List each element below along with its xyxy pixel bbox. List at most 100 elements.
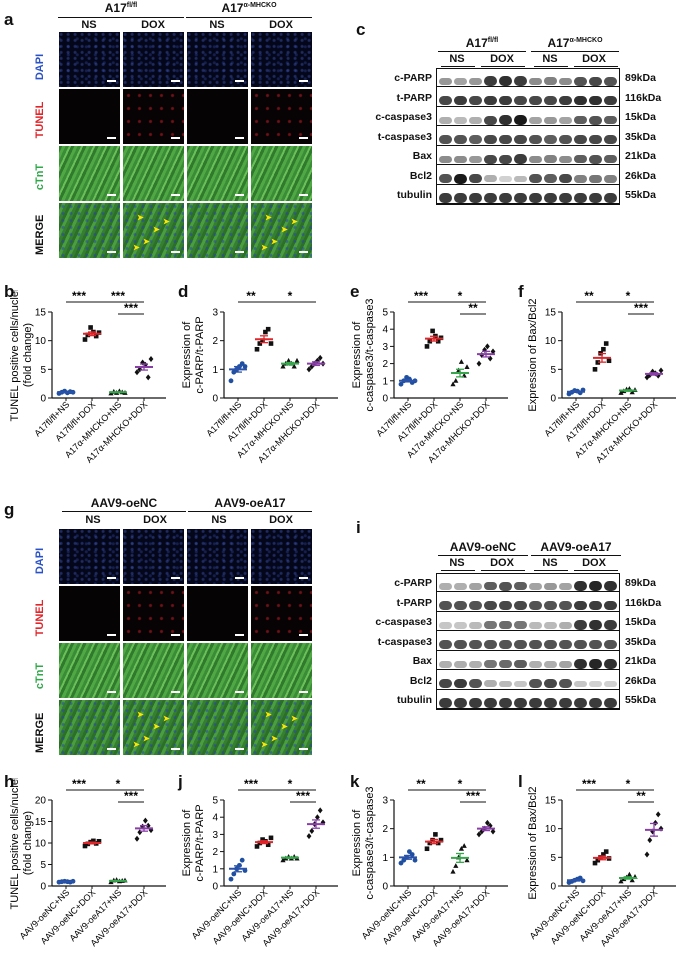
y-tick-label: 1 [382,853,388,864]
tunel-image-tile [186,88,249,145]
scale-bar [299,80,308,82]
panel-label-d: d [178,282,189,301]
data-point [148,356,154,363]
blot-band [559,640,572,649]
blot-lane-row [437,91,619,107]
y-tick-label: 0 [382,882,388,893]
blot-band [499,660,512,669]
tunel-image-tile [250,88,313,145]
blot-band [574,659,587,669]
panel-label-k: k [350,772,360,791]
blot-band [574,698,587,708]
data-point [294,357,300,363]
data-point [263,329,268,335]
blot-band [544,582,557,590]
blot-band [529,193,542,203]
merge-image-tile: ➤ ➤ ➤ ➤ ➤ [122,202,185,259]
panel-label-f: f [518,282,524,301]
blot-row-label: Bax [412,655,432,667]
ctnt-image-tile [122,642,185,699]
data-point [231,871,237,877]
blot-band [484,76,497,86]
blot-band [499,601,512,611]
data-point [458,845,464,851]
blot-row-label: t-caspase3 [377,130,432,143]
data-point [603,849,609,854]
arrow-icon: ➤ [265,213,272,222]
blot-band [439,582,452,590]
data-point [603,341,609,346]
y-axis-label-line: Expression of [351,321,363,389]
data-point [143,817,148,824]
data-point [453,863,459,868]
panel-label-a: a [4,10,14,29]
blot-band [469,640,482,649]
blot-band [529,96,542,106]
tunel-image-tile [122,585,185,642]
blot-band [454,117,467,124]
group-header: A17α-MHCKO [547,36,603,50]
ctnt-image-tile [186,642,249,699]
data-point [412,857,418,863]
data-point [306,833,312,840]
blot-band [439,640,452,649]
blot-band [439,679,452,689]
panel-label-e: e [350,282,360,301]
condition-label: DOX [143,514,167,526]
kda-label: 26kDa [625,674,656,687]
group-header: AAV9-oeA17 [214,496,286,510]
data-point [91,838,96,844]
blot-band [514,621,527,630]
blot-band [469,679,482,688]
merge-image-tile [186,202,249,259]
blot-band [454,601,467,610]
panel-label-c: c [356,20,366,39]
arrow-icon: ➤ [137,710,144,719]
data-point [606,358,612,364]
blot-band [469,135,482,144]
blot-band [484,621,497,630]
scale-bar [235,194,244,196]
blot-band [454,77,467,85]
y-tick-label: 0 [212,394,218,405]
significance-label: ** [636,789,646,803]
data-point [658,367,664,374]
data-point [595,360,601,365]
data-point [148,827,154,834]
blot-band [439,96,452,106]
row-label-ctnt: cTnT [34,662,46,690]
blot-band [514,76,527,86]
panel-label-j: j [178,772,183,791]
blot-band [499,154,512,164]
data-point [435,338,441,344]
scale-bar [299,634,308,636]
blot-band [514,698,527,708]
blot-band [559,679,572,688]
blot-row-label: c-PARP [394,577,432,589]
y-tick-label: 4 [382,325,388,336]
y-tick-label: 5 [212,796,218,807]
y-tick-label: 10 [545,336,557,347]
blot-band [574,154,587,164]
condition-label: NS [542,53,558,65]
data-point [228,378,234,384]
condition-label: DOX [269,514,293,526]
blot-band [589,581,602,591]
blot-band [529,116,542,124]
blot-band [574,680,587,687]
dapi-image-tile [186,31,249,88]
blot-band [499,193,512,203]
kda-label: 89kDa [625,72,656,84]
blot-lane-row [437,596,619,612]
y-axis-label-line: (fold change) [22,811,34,875]
data-point [317,354,323,361]
data-point [424,344,430,349]
blot-band [559,660,572,668]
dapi-image-tile [186,528,249,585]
blot-band [544,135,557,144]
scale-bar [299,137,308,139]
ctnt-image-tile [250,642,313,699]
y-tick-label: 3 [212,308,218,319]
data-point [476,360,482,367]
scale-bar [299,251,308,253]
